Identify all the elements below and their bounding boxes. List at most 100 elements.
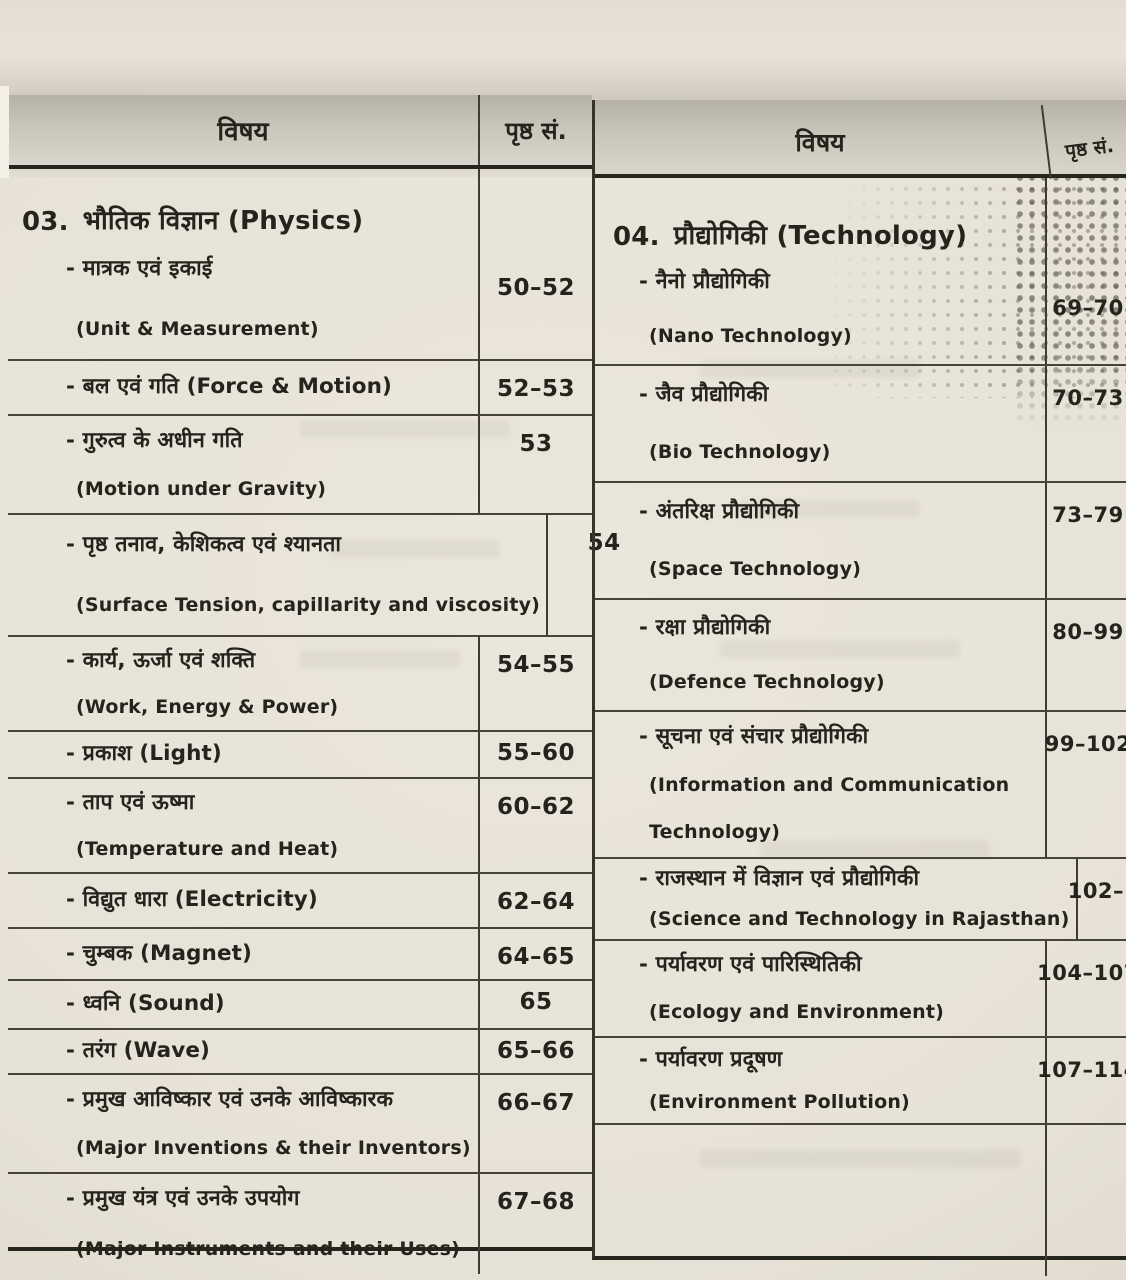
toc-row (595, 1125, 1126, 1276)
topic-cell: - पृष्ठ तनाव, केशिकत्व एवं श्यानता (Surf… (8, 515, 546, 635)
page-cell: 53 (478, 416, 592, 513)
toc-row: - ताप एवं ऊष्मा (Temperature and Heat) 6… (8, 779, 592, 874)
topic-english-line: (Unit & Measurement) (76, 317, 319, 340)
toc-row: - तरंग (Wave) 65–66 (8, 1030, 592, 1075)
physics-table-header: विषय पृष्ठ सं. (8, 95, 592, 169)
topic-cell: - प्रकाश (Light) (8, 732, 478, 777)
technology-rows: - नैनो प्रौद्योगिकी (Nano Technology) 69… (595, 254, 1126, 1276)
column-header-page-number: पृष्ठ सं. (1040, 95, 1126, 179)
topic-hindi-line: - राजस्थान में विज्ञान एवं प्रौद्योगिकी (639, 866, 920, 892)
topic-english-line: (Nano Technology) (649, 325, 852, 348)
toc-table-technology: विषय पृष्ठ सं. 04. प्रौद्योगिकी (Technol… (592, 95, 1126, 1276)
toc-row: - राजस्थान में विज्ञान एवं प्रौद्योगिकी … (595, 859, 1126, 941)
toc-row: - गुरुत्व के अधीन गति (Motion under Grav… (8, 416, 592, 515)
page-bleed-through (330, 540, 500, 558)
page-cell-empty (478, 169, 592, 239)
topic-cell: - प्रमुख यंत्र एवं उनके उपयोग (Major Ins… (8, 1174, 478, 1274)
page-edge (0, 86, 9, 178)
topic-hindi-line: - ताप एवं ऊष्मा (66, 789, 195, 815)
topic-hindi-line: - प्रकाश (Light) (66, 741, 222, 767)
page-cell: 62–64 (478, 874, 592, 927)
page-cell: 54–55 (478, 637, 592, 730)
physics-rows: - मात्रक एवं इकाई (Unit & Measurement) 5… (8, 239, 620, 1274)
page-cell: 60–62 (478, 779, 592, 872)
section-title: प्रौद्योगिकी (Technology) (673, 221, 968, 251)
page-cell-empty (1045, 178, 1126, 254)
page-range: 54–55 (496, 652, 575, 678)
topic-english-line: (Major Inventions & their Inventors) (76, 1136, 471, 1159)
topic-cell: - राजस्थान में विज्ञान एवं प्रौद्योगिकी … (595, 859, 1076, 939)
toc-row: - प्रमुख आविष्कार एवं उनके आविष्कारक (Ma… (8, 1075, 592, 1174)
topic-cell: - अंतरिक्ष प्रौद्योगिकी (Space Technolog… (595, 483, 1045, 598)
topic-english-line: (Motion under Gravity) (76, 477, 327, 500)
page-range: 52–53 (496, 376, 575, 402)
page-range: 104–107 (1037, 961, 1126, 985)
page-range: 65–66 (496, 1038, 575, 1064)
topic-cell: - बल एवं गति (Force & Motion) (8, 361, 478, 414)
topic-cell: - जैव प्रौद्योगिकी (Bio Technology) (595, 366, 1045, 481)
topic-cell: - नैनो प्रौद्योगिकी (Nano Technology) (595, 254, 1045, 364)
toc-row: - रक्षा प्रौद्योगिकी (Defence Technology… (595, 600, 1126, 712)
page-cell: 80–99 (1045, 600, 1126, 710)
topic-hindi-line: - जैव प्रौद्योगिकी (639, 382, 769, 408)
topic-cell: - प्रमुख आविष्कार एवं उनके आविष्कारक (Ma… (8, 1075, 478, 1172)
topic-hindi-line: - बल एवं गति (Force & Motion) (66, 374, 392, 400)
topic-english-line: (Surface Tension, capillarity and viscos… (76, 593, 541, 616)
toc-row: - मात्रक एवं इकाई (Unit & Measurement) 5… (8, 239, 592, 361)
page-range: 62–64 (496, 889, 575, 915)
topic-hindi-line: - गुरुत्व के अधीन गति (66, 427, 243, 453)
page-cell: 67–68 (478, 1174, 592, 1274)
topic-hindi-line: - अंतरिक्ष प्रौद्योगिकी (639, 499, 800, 525)
page-bleed-through (300, 420, 510, 438)
toc-row: - कार्य, ऊर्जा एवं शक्ति (Work, Energy &… (8, 637, 592, 732)
topic-english-line: (Space Technology) (649, 558, 862, 581)
page-range: 50–52 (496, 275, 575, 301)
topic-cell: - चुम्बक (Magnet) (8, 929, 478, 979)
toc-row: - चुम्बक (Magnet) 64–65 (8, 929, 592, 981)
topic-english-line: (Work, Energy & Power) (76, 695, 339, 718)
column-header-page-number: पृष्ठ सं. (478, 95, 592, 165)
page-cell: 73–79 (1045, 483, 1126, 598)
page-cell: 70–73 (1045, 366, 1126, 481)
topic-hindi-line: - ध्वनि (Sound) (66, 991, 225, 1017)
technology-table-header: विषय पृष्ठ सं. (595, 95, 1126, 179)
section-number: 04. (613, 222, 660, 252)
topic-cell: - पर्यावरण एवं पारिस्थितिकी (Ecology and… (595, 941, 1045, 1036)
page-range: 66–67 (496, 1090, 575, 1116)
topic-cell: - मात्रक एवं इकाई (Unit & Measurement) (8, 239, 478, 359)
topic-english-line: (Environment Pollution) (649, 1090, 910, 1113)
topic-english-line: (Major Instruments and their Uses) (76, 1237, 461, 1260)
topic-english-line: (Ecology and Environment) (649, 1001, 945, 1024)
page-cell: 65 (478, 981, 592, 1028)
topic-hindi-line: - पर्यावरण प्रदूषण (639, 1046, 783, 1072)
halftone-dots-decoration (1014, 160, 1126, 430)
topic-hindi-line: - प्रमुख यंत्र एवं उनके उपयोग (66, 1186, 300, 1212)
toc-row: - नैनो प्रौद्योगिकी (Nano Technology) 69… (595, 254, 1126, 366)
topic-hindi-line: - पर्यावरण एवं पारिस्थितिकी (639, 952, 862, 978)
topic-english-line: (Bio Technology) (649, 441, 831, 464)
topic-cell: - तरंग (Wave) (8, 1030, 478, 1073)
page-cell: 99–102 (1045, 712, 1126, 857)
toc-row: - अंतरिक्ष प्रौद्योगिकी (Space Technolog… (595, 483, 1126, 600)
page-bleed-through (700, 1150, 1020, 1168)
page-bleed-through (300, 650, 460, 668)
topic-hindi-line: - प्रमुख आविष्कार एवं उनके आविष्कारक (66, 1086, 394, 1112)
page-range: 60–62 (496, 794, 575, 820)
topic-cell: - गुरुत्व के अधीन गति (Motion under Grav… (8, 416, 478, 513)
page-cell: 55–60 (478, 732, 592, 777)
topic-cell: - रक्षा प्रौद्योगिकी (Defence Technology… (595, 600, 1045, 710)
section-title: भौतिक विज्ञान (Physics) (82, 206, 364, 236)
topic-cell (595, 1125, 1045, 1276)
topic-cell: - कार्य, ऊर्जा एवं शक्ति (Work, Energy &… (8, 637, 478, 730)
toc-row: - पर्यावरण प्रदूषण (Environment Pollutio… (595, 1038, 1126, 1125)
page-range: 73–79 (1052, 503, 1124, 527)
column-header-subject: विषय (217, 117, 269, 147)
page-range: 67–68 (496, 1189, 575, 1215)
topic-hindi-line: - विद्युत धारा (Electricity) (66, 887, 318, 913)
column-header-subject: विषय (795, 128, 845, 157)
topic-hindi-line: - मात्रक एवं इकाई (66, 256, 213, 282)
topic-hindi-line: - तरंग (Wave) (66, 1038, 210, 1064)
topic-hindi-line: - चुम्बक (Magnet) (66, 940, 252, 966)
toc-row: - प्रकाश (Light) 55–60 (8, 732, 592, 779)
